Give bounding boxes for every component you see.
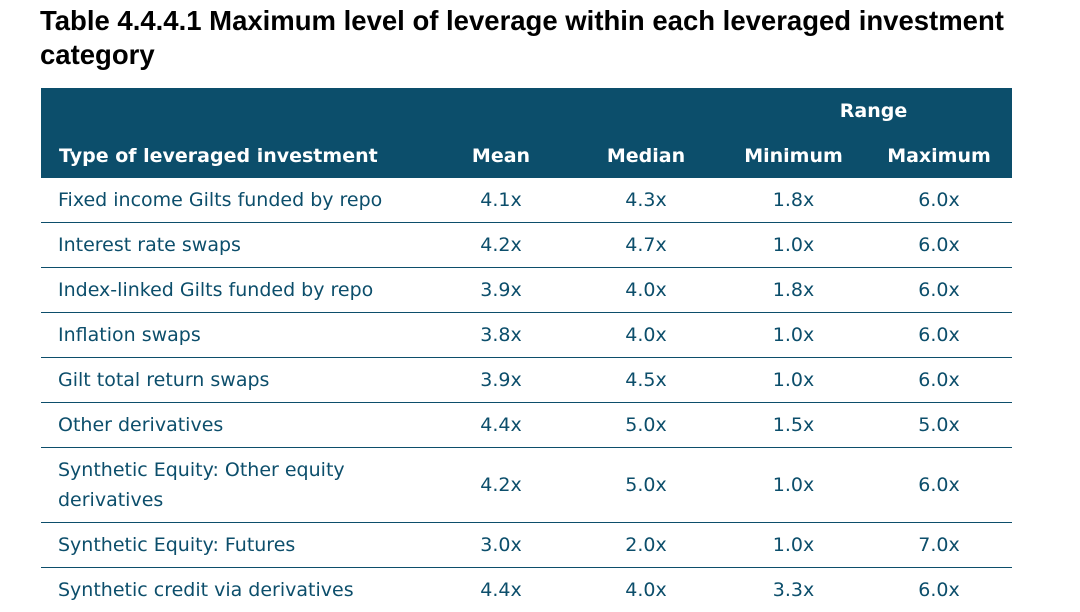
- cell-minimum: 1.5x: [721, 403, 866, 448]
- table-row: Synthetic Equity: Futures 3.0x 2.0x 1.0x…: [41, 523, 1012, 568]
- cell-median: 5.0x: [571, 403, 721, 448]
- cell-mean: 3.9x: [431, 358, 571, 403]
- cell-maximum: 6.0x: [866, 313, 1012, 358]
- header-minimum: Minimum: [721, 134, 866, 178]
- cell-median: 5.0x: [571, 448, 721, 523]
- table-header: Range Type of leveraged investment Mean …: [41, 88, 1012, 178]
- cell-investment-type: Other derivatives: [41, 403, 431, 448]
- cell-maximum: 6.0x: [866, 268, 1012, 313]
- cell-investment-type: Gilt total return swaps: [41, 358, 431, 403]
- header-range: Range: [721, 88, 1012, 134]
- header-maximum: Maximum: [866, 134, 1012, 178]
- header-median: Median: [571, 134, 721, 178]
- table-title: Table 4.4.4.1 Maximum level of leverage …: [40, 4, 1040, 72]
- cell-maximum: 6.0x: [866, 223, 1012, 268]
- cell-investment-type: Interest rate swaps: [41, 223, 431, 268]
- cell-median: 4.0x: [571, 568, 721, 612]
- cell-mean: 4.2x: [431, 223, 571, 268]
- cell-mean: 4.2x: [431, 448, 571, 523]
- cell-minimum: 1.8x: [721, 178, 866, 223]
- cell-minimum: 1.8x: [721, 268, 866, 313]
- cell-median: 4.5x: [571, 358, 721, 403]
- cell-mean: 4.4x: [431, 403, 571, 448]
- cell-maximum: 5.0x: [866, 403, 1012, 448]
- cell-minimum: 1.0x: [721, 358, 866, 403]
- cell-minimum: 1.0x: [721, 448, 866, 523]
- leverage-table-container: Range Type of leveraged investment Mean …: [41, 88, 1012, 612]
- cell-maximum: 6.0x: [866, 448, 1012, 523]
- cell-investment-type: Synthetic Equity: Futures: [41, 523, 431, 568]
- cell-maximum: 6.0x: [866, 358, 1012, 403]
- cell-median: 4.7x: [571, 223, 721, 268]
- table-row: Synthetic credit via derivatives 4.4x 4.…: [41, 568, 1012, 612]
- header-type: Type of leveraged investment: [41, 134, 431, 178]
- table-row: Inflation swaps 3.8x 4.0x 1.0x 6.0x: [41, 313, 1012, 358]
- table-row: Interest rate swaps 4.2x 4.7x 1.0x 6.0x: [41, 223, 1012, 268]
- table-body: Fixed income Gilts funded by repo 4.1x 4…: [41, 178, 1012, 612]
- cell-maximum: 6.0x: [866, 568, 1012, 612]
- cell-mean: 3.0x: [431, 523, 571, 568]
- cell-minimum: 3.3x: [721, 568, 866, 612]
- cell-median: 4.0x: [571, 268, 721, 313]
- cell-mean: 3.8x: [431, 313, 571, 358]
- cell-median: 2.0x: [571, 523, 721, 568]
- cell-maximum: 6.0x: [866, 178, 1012, 223]
- table-row: Fixed income Gilts funded by repo 4.1x 4…: [41, 178, 1012, 223]
- cell-minimum: 1.0x: [721, 523, 866, 568]
- table-row: Other derivatives 4.4x 5.0x 1.5x 5.0x: [41, 403, 1012, 448]
- cell-investment-type: Index-linked Gilts funded by repo: [41, 268, 431, 313]
- header-row-columns: Type of leveraged investment Mean Median…: [41, 134, 1012, 178]
- leverage-table: Range Type of leveraged investment Mean …: [41, 88, 1012, 612]
- cell-investment-type: Synthetic Equity: Other equity derivativ…: [41, 448, 431, 523]
- cell-investment-type: Fixed income Gilts funded by repo: [41, 178, 431, 223]
- header-mean: Mean: [431, 134, 571, 178]
- table-row: Synthetic Equity: Other equity derivativ…: [41, 448, 1012, 523]
- table-row: Index-linked Gilts funded by repo 3.9x 4…: [41, 268, 1012, 313]
- header-spacer: [571, 88, 721, 134]
- header-spacer: [431, 88, 571, 134]
- cell-mean: 3.9x: [431, 268, 571, 313]
- cell-maximum: 7.0x: [866, 523, 1012, 568]
- header-spacer: [41, 88, 431, 134]
- header-row-group: Range: [41, 88, 1012, 134]
- cell-median: 4.0x: [571, 313, 721, 358]
- cell-minimum: 1.0x: [721, 223, 866, 268]
- cell-median: 4.3x: [571, 178, 721, 223]
- cell-investment-type: Inflation swaps: [41, 313, 431, 358]
- cell-minimum: 1.0x: [721, 313, 866, 358]
- table-row: Gilt total return swaps 3.9x 4.5x 1.0x 6…: [41, 358, 1012, 403]
- cell-investment-type: Synthetic credit via derivatives: [41, 568, 431, 612]
- cell-mean: 4.1x: [431, 178, 571, 223]
- cell-mean: 4.4x: [431, 568, 571, 612]
